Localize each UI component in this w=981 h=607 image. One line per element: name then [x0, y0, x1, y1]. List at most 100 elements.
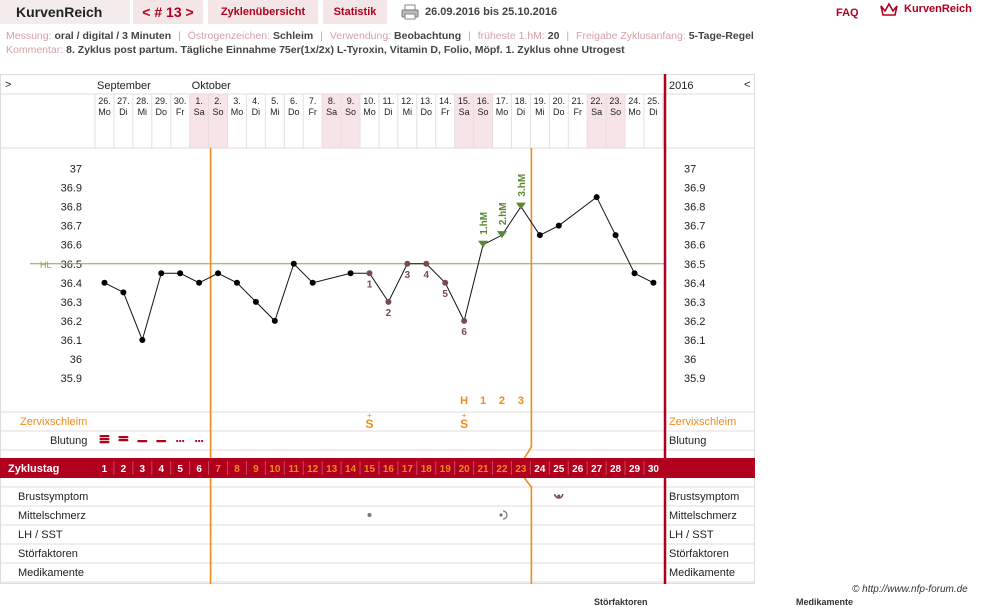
mittelschmerz-dot	[367, 513, 372, 517]
cervix-mark: S	[365, 417, 373, 431]
y-tick-label-left: 36.2	[61, 316, 82, 328]
weekday-label: Mo	[98, 107, 111, 117]
cycle-day-number: 28	[610, 464, 622, 475]
cycle-day-number: 25	[553, 464, 565, 475]
low-measurement-label: 1	[367, 279, 373, 290]
bleeding-mark	[118, 439, 129, 442]
y-tick-label-left: 37	[70, 164, 82, 176]
weekend-shade	[454, 94, 474, 148]
date-label: 30.	[174, 96, 187, 106]
cycle-day-number: 10	[269, 464, 281, 475]
weekday-label: Mi	[403, 107, 413, 117]
cycle-day-number: 14	[345, 464, 357, 475]
print-icon[interactable]	[401, 4, 419, 20]
temperature-point	[271, 317, 278, 324]
cycle-nav[interactable]: < # 13 >	[133, 0, 203, 24]
spotting-mark	[198, 439, 201, 443]
weekday-label: Sa	[591, 107, 602, 117]
temperature-point	[233, 279, 240, 286]
temperature-line	[104, 196, 654, 342]
high-point-marker	[478, 240, 489, 248]
oestrogen-label: Östrogenzeichen:	[187, 30, 271, 42]
date-label: 19.	[534, 96, 547, 106]
copyright: © http://www.nfp-forum.de	[852, 584, 968, 595]
y-tick-label-left: 35.9	[61, 373, 82, 385]
month-label: September	[97, 80, 151, 92]
y-tick-label-right: 36.7	[684, 221, 705, 233]
date-label: 28.	[136, 96, 149, 106]
temperature-point	[631, 270, 638, 277]
low-point-marker	[423, 260, 430, 267]
date-label: 25.	[647, 96, 660, 106]
cycle-day-number: 8	[234, 464, 240, 475]
info-line-1: Messung: oral / digital / 3 Minuten | Ös…	[6, 30, 754, 42]
weekday-label: Mi	[270, 107, 280, 117]
messung-value: oral / digital / 3 Minuten	[54, 30, 172, 42]
y-tick-label-left: 36.6	[61, 240, 82, 252]
freigabe-label: Freigabe Zyklusanfang:	[576, 30, 686, 42]
date-label: 12.	[401, 96, 414, 106]
chart-nav-left[interactable]: >	[5, 79, 11, 91]
peak-marker: 2	[499, 395, 505, 407]
temperature-point	[120, 289, 127, 296]
tab-statistik[interactable]: Statistik	[323, 0, 387, 24]
bleeding-mark	[99, 438, 110, 441]
logo: KurvenReich	[880, 2, 972, 16]
y-tick-label-left: 36.4	[61, 278, 82, 290]
y-tick-label-right: 36	[684, 354, 696, 366]
date-label: 10.	[363, 96, 376, 106]
temperature-evaluation-marker	[523, 148, 533, 584]
freigabe-value: 5-Tage-Regel	[688, 30, 754, 42]
chart-nav-right[interactable]: <	[744, 79, 750, 91]
cycle-day-number: 5	[177, 464, 183, 475]
cycle-day-number: 24	[534, 464, 546, 475]
cycle-day-number: 12	[307, 464, 319, 475]
tab-zyklenuebersicht[interactable]: Zyklenübersicht	[208, 0, 318, 24]
kommentar-value: 8. Zyklus post partum. Tägliche Einnahme…	[66, 44, 625, 56]
cycle-day-label: Zyklustag	[8, 463, 59, 475]
logo-text: KurvenReich	[904, 2, 972, 15]
symptom-row-label-right: Störfaktoren	[669, 548, 729, 560]
year-label: 2016	[669, 80, 693, 92]
weekday-label: Sa	[326, 107, 337, 117]
cycle-day-number: 16	[383, 464, 395, 475]
symptom-row-label: Brustsymptom	[18, 491, 88, 503]
date-label: 22.	[590, 96, 603, 106]
hl-label: HL	[40, 260, 52, 270]
fhm-value: 20	[547, 30, 560, 42]
low-measurement-label: 4	[423, 270, 429, 281]
weekday-label: Mi	[138, 107, 148, 117]
date-label: 17.	[496, 96, 509, 106]
weekday-label: So	[478, 107, 489, 117]
bleeding-mark	[137, 440, 148, 443]
temperature-point	[252, 298, 259, 305]
weekday-label: Fr	[308, 107, 317, 117]
low-point-marker	[404, 260, 411, 267]
weekday-label: Mo	[231, 107, 244, 117]
weekday-label: So	[610, 107, 621, 117]
y-tick-label-right: 36.8	[684, 202, 705, 214]
cervix-label-right: Zervixschleim	[669, 416, 736, 428]
cycle-day-number: 15	[364, 464, 376, 475]
cycle-day-number: 11	[288, 464, 299, 475]
low-point-marker	[442, 279, 449, 286]
bleeding-mark	[99, 435, 110, 438]
clipped-label-stoerfaktoren: Störfaktoren	[594, 597, 648, 607]
weekday-label: Fr	[441, 107, 450, 117]
cycle-day-number: 27	[591, 464, 603, 475]
date-label: 7.	[309, 96, 317, 106]
cervix-plus-mark: +	[462, 411, 467, 420]
breast-symptom-dot	[557, 494, 561, 498]
date-label: 23.	[609, 96, 622, 106]
cervix-mark: S	[460, 417, 468, 431]
date-label: 5.	[271, 96, 279, 106]
y-tick-label-right: 36.3	[684, 297, 705, 309]
low-point-marker	[366, 270, 373, 277]
cycle-day-number: 1	[102, 464, 108, 475]
separator: |	[566, 30, 570, 42]
weekday-label: Fr	[176, 107, 185, 117]
faq-link[interactable]: FAQ	[836, 7, 859, 19]
oestrogen-value: Schleim	[272, 30, 314, 42]
weekend-shade	[341, 94, 361, 148]
temperature-point	[158, 270, 165, 277]
